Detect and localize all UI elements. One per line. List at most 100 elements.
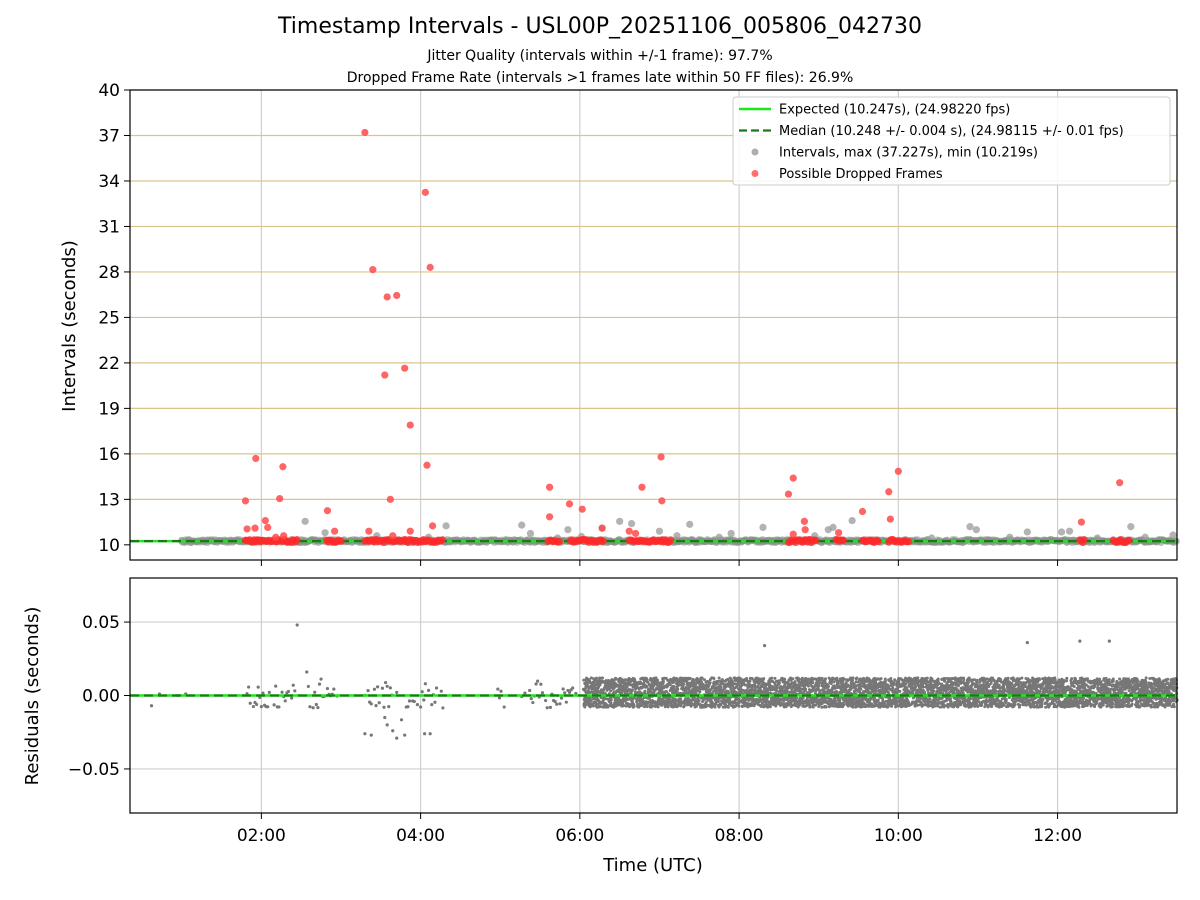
interval-point (526, 529, 535, 538)
residual-point (887, 684, 891, 688)
residual-point (849, 676, 853, 680)
residual-point (686, 681, 690, 685)
residual-point (963, 701, 967, 705)
residual-point (561, 687, 565, 691)
residual-point (720, 678, 724, 682)
residual-point (609, 698, 613, 702)
dropped-frame-point (323, 507, 332, 515)
residual-point (693, 696, 697, 700)
residual-point (406, 705, 410, 709)
residual-point (388, 686, 392, 690)
residual-point (699, 680, 703, 684)
residual-point (548, 705, 552, 709)
dropped-frame-point (423, 461, 431, 469)
residual-point (691, 677, 695, 681)
residual-point (726, 705, 730, 709)
residual-point (851, 705, 855, 709)
residual-point (786, 690, 790, 694)
residual-point (662, 696, 666, 700)
residual-point (845, 684, 849, 688)
residual-point (783, 677, 787, 681)
residual-point (563, 691, 567, 695)
residual-point (614, 677, 618, 681)
dropped-frame-point (565, 500, 574, 508)
residual-point (665, 690, 669, 694)
residual-point (280, 690, 284, 694)
residual-point (858, 684, 862, 688)
residual-point (293, 689, 297, 693)
interval-point (442, 522, 450, 530)
residual-point (879, 677, 883, 681)
residual-point (528, 688, 532, 693)
residual-point (823, 677, 827, 681)
residual-point (822, 700, 826, 704)
residual-point (886, 705, 890, 709)
residual-point (385, 684, 389, 688)
residual-point (882, 700, 886, 704)
residual-point (952, 691, 956, 695)
residual-point (936, 679, 940, 683)
residual-point (839, 701, 843, 705)
residual-point (748, 679, 752, 683)
dropped-frame-point (361, 128, 369, 137)
residual-point (713, 702, 717, 706)
interval-point (655, 527, 664, 535)
residual-point (713, 705, 717, 709)
residual-point (645, 684, 649, 688)
residual-point (745, 676, 749, 680)
residual-point (791, 677, 795, 681)
residual-point (694, 682, 698, 686)
residual-point (796, 705, 800, 709)
residual-point (800, 676, 804, 680)
residual-point (649, 683, 653, 687)
dropped-frame-point (276, 494, 284, 503)
dropped-frame-point (886, 515, 894, 523)
residual-point (311, 706, 315, 710)
dropped-frame-point (657, 453, 665, 461)
dropped-frame-point (279, 463, 287, 471)
residual-point (666, 703, 670, 707)
residual-point (653, 705, 657, 709)
dropped-frame-point (331, 527, 339, 535)
residual-point (591, 704, 595, 708)
dropped-frame-point (545, 513, 554, 521)
residual-point (594, 676, 598, 680)
residual-point (660, 688, 664, 692)
residual-point (316, 705, 320, 710)
dropped-frame-point (784, 490, 793, 498)
residual-point (898, 689, 902, 693)
residual-point (762, 677, 766, 681)
residual-point (729, 687, 733, 691)
interval-point (616, 517, 624, 525)
interval-point (1169, 531, 1177, 539)
y-tick-label: 13 (98, 490, 120, 510)
interval-point (1065, 527, 1074, 535)
dropped-frame-point (406, 421, 414, 429)
residual-point (645, 705, 649, 709)
dropped-frame-point (874, 537, 882, 546)
dropped-frame-point (1116, 479, 1124, 487)
residual-point (420, 690, 424, 694)
residual-point (649, 677, 653, 681)
residual-point (736, 691, 740, 695)
dropped-frame-point (1080, 536, 1088, 544)
y-tick-label: 37 (98, 126, 120, 146)
residual-point (564, 700, 568, 704)
residual-point (272, 703, 276, 707)
residual-point (925, 676, 929, 680)
residual-point (873, 696, 877, 700)
residual-point (672, 685, 676, 689)
residual-point (555, 702, 559, 706)
residual-point (661, 680, 665, 684)
residual-point (688, 677, 692, 681)
residual-point (274, 684, 278, 688)
residual-point (589, 699, 593, 703)
interval-point (673, 532, 681, 540)
interval-point (848, 516, 856, 525)
residual-point (558, 702, 562, 706)
interval-point (759, 523, 767, 532)
residual-point (870, 702, 874, 706)
dropped-frame-point (545, 483, 554, 491)
residual-point (640, 697, 644, 701)
residual-point (829, 682, 833, 686)
